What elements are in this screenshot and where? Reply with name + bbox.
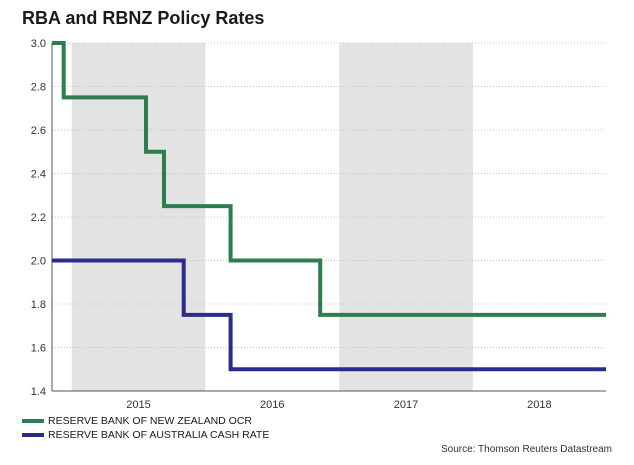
x-tick-label: 2017 [394, 399, 418, 411]
y-tick-label: 2.4 [31, 169, 46, 181]
y-tick-label: 1.6 [31, 343, 46, 355]
legend: RESERVE BANK OF NEW ZEALAND OCR RESERVE … [22, 414, 269, 442]
y-tick-label: 1.8 [31, 299, 46, 311]
y-tick-label: 2.2 [31, 212, 46, 224]
y-tick-label: 2.8 [31, 82, 46, 94]
y-tick-label: 1.4 [31, 386, 46, 398]
legend-swatch-rba [22, 433, 44, 437]
x-tick-label: 2018 [527, 399, 551, 411]
y-tick-label: 2.6 [31, 125, 46, 137]
x-tick-label: 2016 [260, 399, 284, 411]
legend-swatch-rbnz [22, 419, 44, 423]
legend-label-rba: RESERVE BANK OF AUSTRALIA CASH RATE [48, 429, 270, 441]
y-tick-label: 2.0 [31, 256, 46, 268]
legend-item-rbnz: RESERVE BANK OF NEW ZEALAND OCR [22, 414, 269, 428]
chart-title: RBA and RBNZ Policy Rates [22, 8, 265, 28]
series-line-rbnz [52, 41, 606, 317]
y-tick-label: 3.0 [31, 38, 46, 50]
legend-label-rbnz: RESERVE BANK OF NEW ZEALAND OCR [48, 415, 253, 427]
x-tick-label: 2015 [126, 399, 150, 411]
series-line-rba [52, 258, 606, 372]
source-note: Source: Thomson Reuters Datastream [440, 444, 612, 455]
legend-item-rba: RESERVE BANK OF AUSTRALIA CASH RATE [22, 428, 269, 442]
